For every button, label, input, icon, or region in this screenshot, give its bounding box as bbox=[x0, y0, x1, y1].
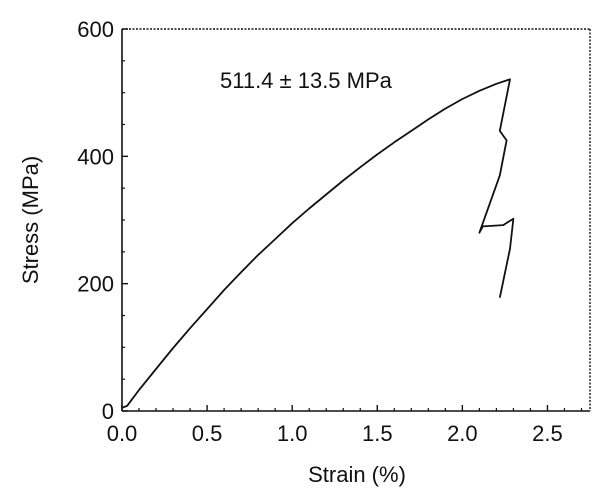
y-tick-label: 400 bbox=[77, 144, 114, 169]
x-tick-label: 1.0 bbox=[277, 421, 308, 446]
x-tick-label: 2.0 bbox=[447, 421, 478, 446]
y-axis-label: Stress (MPa) bbox=[18, 156, 43, 284]
ultimate-strength-annotation: 511.4 ± 13.5 MPa bbox=[220, 68, 393, 93]
x-tick-label: 1.5 bbox=[362, 421, 393, 446]
y-tick-label: 200 bbox=[77, 272, 114, 297]
y-axis-ticks: 0200400600 bbox=[77, 17, 128, 424]
series-layer bbox=[122, 79, 513, 408]
x-tick-label: 0.0 bbox=[107, 421, 138, 446]
stress-strain-curve bbox=[122, 79, 513, 408]
y-tick-label: 600 bbox=[77, 17, 114, 42]
x-axis-label: Strain (%) bbox=[308, 462, 406, 487]
x-tick-label: 0.5 bbox=[192, 421, 223, 446]
x-tick-label: 2.5 bbox=[532, 421, 563, 446]
